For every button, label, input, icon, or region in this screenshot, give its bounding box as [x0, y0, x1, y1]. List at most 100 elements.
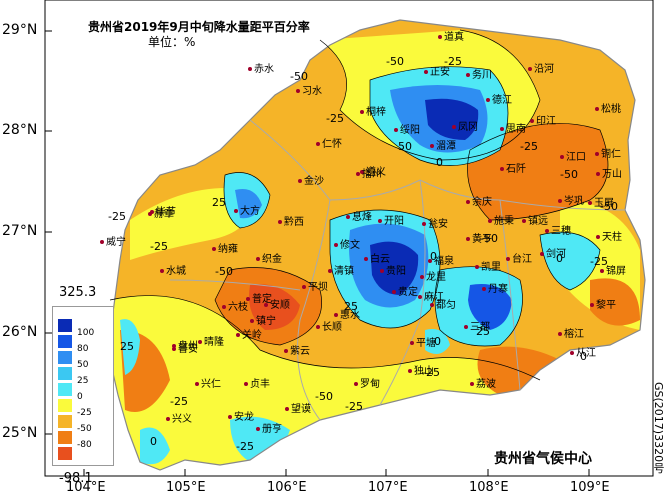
legend-swatch	[58, 335, 72, 348]
contour-label: 25	[120, 340, 134, 353]
legend: 100 80 50 25 0 -25 -50 -80	[52, 306, 114, 466]
city-label: 施秉	[488, 212, 514, 227]
city-label: 铜仁	[595, 145, 621, 160]
city-label: 赤水	[248, 60, 274, 75]
lon-label-107: 107°E	[368, 480, 408, 495]
city-label: 修文	[334, 236, 360, 251]
legend-swatch	[58, 431, 72, 444]
city-label: 平塘	[410, 334, 436, 349]
city-label: 黎平	[590, 296, 616, 311]
legend-swatch	[58, 447, 72, 460]
city-label: 正安	[424, 63, 450, 78]
lat-label-27: 27°N	[2, 223, 38, 239]
city-label: 普安	[172, 340, 198, 355]
unit-label: 单位：%	[148, 35, 196, 49]
city-label: 石阡	[500, 160, 526, 175]
legend-swatch	[58, 415, 72, 428]
agency-name: 贵州省气侯中心	[492, 448, 594, 468]
contour-label: -25	[108, 210, 126, 223]
contour-label: -25	[590, 255, 608, 268]
city-label: 台江	[506, 250, 532, 265]
contour-label: -25	[520, 140, 538, 153]
city-label: 关岭	[236, 326, 262, 341]
city-label: 湄潭	[430, 137, 456, 152]
lat-label-25: 25°N	[2, 425, 38, 441]
city-label: 荔波	[470, 375, 496, 390]
city-label: 龙里	[420, 268, 446, 283]
city-label: 紫云	[284, 342, 310, 357]
contour-label: -25	[170, 395, 188, 408]
legend-swatch	[58, 351, 72, 364]
legend-level-label: -50	[77, 424, 92, 434]
city-label: 册亨	[256, 420, 282, 435]
city-label: 水城	[160, 262, 186, 277]
city-label: 丹寨	[482, 280, 508, 295]
city-label: 三穗	[545, 222, 571, 237]
city-label: 长顺	[316, 318, 342, 333]
legend-swatch	[58, 319, 72, 332]
legend-level-label: -80	[77, 440, 92, 450]
city-label: 德江	[486, 91, 512, 106]
contour-label: 50	[398, 140, 412, 153]
contour-label: 25	[344, 300, 358, 313]
city-label: 道真	[438, 28, 464, 43]
contour-label: 0	[150, 435, 157, 448]
city-label: 织金	[256, 250, 282, 265]
contour-label: 0	[436, 156, 443, 169]
city-label: 白云	[364, 250, 390, 265]
city-label: 晴隆	[198, 333, 224, 348]
lon-label-104: 104°E	[66, 480, 106, 495]
city-label: 贞丰	[244, 375, 270, 390]
city-label: 普定	[246, 290, 272, 305]
map-approval-code: GS(2017)3320号	[652, 382, 665, 474]
city-label: 天柱	[596, 228, 622, 243]
legend-level-label: 25	[77, 376, 89, 386]
contour-label: -25	[150, 240, 168, 253]
city-label: 江口	[560, 148, 586, 163]
city-label: 镇远	[522, 212, 548, 227]
legend-swatch	[58, 399, 72, 412]
city-label: 安顺	[264, 296, 290, 311]
city-label: 务川	[466, 66, 492, 81]
city-label: 安龙	[228, 408, 254, 423]
city-label: 惠水	[334, 306, 360, 321]
city-label: 松桃	[595, 100, 621, 115]
city-label: 望谟	[285, 400, 311, 415]
legend-min-value: -98.1	[59, 471, 93, 486]
city-label: 绥阳	[394, 121, 420, 136]
lon-label-108: 108°E	[469, 480, 509, 495]
city-label: 玉屏	[588, 194, 614, 209]
city-label: 万山	[596, 165, 622, 180]
city-label: 凤冈	[452, 118, 478, 133]
legend-level-label: 80	[77, 344, 89, 354]
legend-level-label: 0	[77, 392, 83, 402]
contour-label: -25	[326, 112, 344, 125]
city-label: 兴义	[166, 410, 192, 425]
city-label: 赫章	[148, 205, 174, 220]
legend-swatch	[58, 383, 72, 396]
city-label: 凯里	[475, 258, 501, 273]
lon-label-106: 106°E	[267, 480, 307, 495]
city-label: 榕江	[558, 325, 584, 340]
lat-label-26: 26°N	[2, 324, 38, 340]
contour-label: 25	[212, 196, 226, 209]
contour-label: 0	[434, 335, 441, 348]
city-label: 余庆	[466, 193, 492, 208]
contour-label: -50	[290, 70, 308, 83]
contour-label: -50	[600, 200, 618, 213]
city-label: 息烽	[346, 208, 372, 223]
city-label: 剑河	[540, 245, 566, 260]
legend-level-label: 50	[77, 360, 89, 370]
contour-label: -50	[315, 390, 333, 403]
contour-label: -25	[422, 366, 440, 379]
contour-label: -25	[444, 55, 462, 68]
contour-label: -50	[480, 232, 498, 245]
city-label: 大方	[234, 202, 260, 217]
lon-label-109: 109°E	[570, 480, 610, 495]
city-label: 开阳	[378, 212, 404, 227]
city-label: 威宁	[100, 233, 126, 248]
legend-level-label: 100	[77, 328, 95, 338]
city-label: 桐梓	[360, 103, 386, 118]
contour-label: -50	[215, 265, 233, 278]
city-label: 思南	[500, 120, 526, 135]
